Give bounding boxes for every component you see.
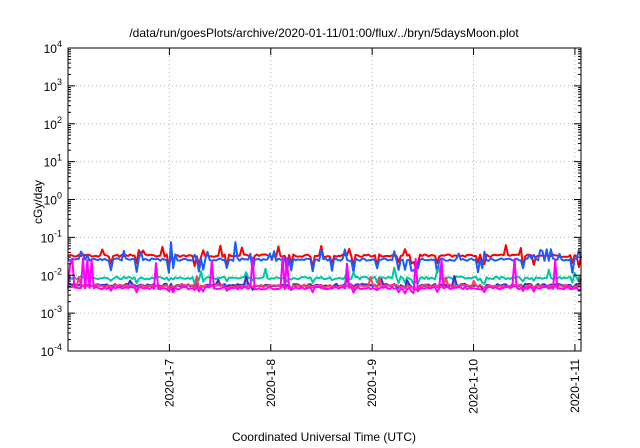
series-1-line — [67, 241, 582, 274]
y-tick-base: 10 — [44, 156, 58, 170]
y-tick-exponent: 3 — [57, 77, 62, 87]
y-tick-label: 10-4 — [41, 342, 62, 359]
y-tick-label: 102 — [44, 115, 62, 132]
y-axis-label: cGy/day — [31, 180, 45, 224]
x-axis: 2020-1-7 2020-1-8 2020-1-9 2020-1-10 2020-1-… — [162, 48, 582, 414]
y-tick-exponent: -2 — [54, 266, 62, 276]
series-layer — [67, 241, 582, 295]
y-tick-label: 101 — [44, 153, 62, 170]
y-tick-base: 10 — [41, 307, 55, 321]
y-tick-label: 10-2 — [41, 266, 62, 283]
y-tick-label: 10-3 — [41, 304, 62, 321]
y-tick-base: 10 — [41, 269, 55, 283]
series-5-line — [67, 256, 582, 295]
y-tick-base: 10 — [44, 42, 58, 56]
y-tick-exponent: -3 — [54, 304, 62, 314]
y-tick-label: 10-1 — [41, 228, 62, 245]
y-tick-base: 10 — [44, 194, 58, 208]
y-tick-exponent: -1 — [54, 228, 62, 238]
y-tick-label: 100 — [44, 191, 62, 208]
y-tick-exponent: 0 — [57, 191, 62, 201]
grid — [68, 48, 581, 351]
y-tick-exponent: 4 — [57, 39, 62, 49]
chart-title: /data/run/goesPlots/archive/2020-01-11/0… — [129, 26, 519, 40]
x-tick-label: 2020-1-8 — [264, 359, 278, 407]
y-tick-exponent: 1 — [57, 153, 62, 163]
x-tick-label: 2020-1-10 — [467, 359, 481, 414]
x-tick-label: 2020-1-7 — [162, 359, 176, 407]
y-tick-base: 10 — [41, 231, 55, 245]
y-tick-base: 10 — [41, 345, 55, 359]
x-tick-label: 2020-1-9 — [365, 359, 379, 407]
y-tick-exponent: -4 — [54, 342, 62, 352]
y-tick-base: 10 — [44, 118, 58, 132]
series-0-line — [67, 244, 582, 269]
series-2-line — [67, 266, 582, 286]
y-tick-label: 103 — [44, 77, 62, 94]
x-axis-label: Coordinated Universal Time (UTC) — [232, 430, 416, 444]
y-tick-exponent: 2 — [57, 115, 62, 125]
y-tick-label: 104 — [44, 39, 62, 56]
x-tick-label: 2020-1-11 — [568, 359, 582, 413]
y-tick-base: 10 — [44, 80, 58, 94]
